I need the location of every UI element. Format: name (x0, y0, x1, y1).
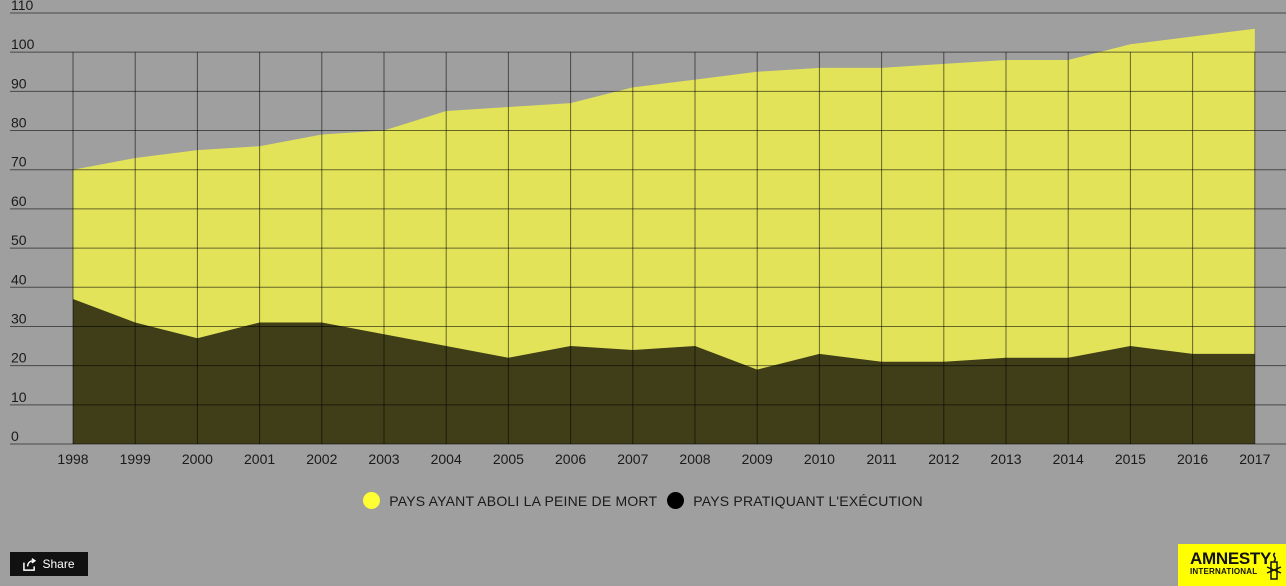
share-button[interactable]: Share (10, 552, 88, 576)
x-tick-label-2017: 2017 (1239, 451, 1270, 467)
chart-legend: PAYS AYANT ABOLI LA PEINE DE MORT PAYS P… (0, 492, 1286, 509)
legend-swatch-abolished (363, 492, 381, 509)
y-tick-label-0: 0 (11, 428, 19, 444)
y-tick-label-30: 30 (11, 310, 27, 326)
legend-label-abolished: PAYS AYANT ABOLI LA PEINE DE MORT (389, 492, 658, 509)
x-axis-ticks: 1998 1999 2000 2001 2002 2003 2004 2005 2006 2007… (57, 451, 1270, 467)
x-tick-label-2008: 2008 (679, 451, 710, 467)
y-tick-label-80: 80 (11, 115, 27, 131)
legend-item-executing[interactable]: PAYS PRATIQUANT L'EXÉCUTION (667, 492, 923, 509)
x-tick-label-2000: 2000 (182, 451, 213, 467)
y-tick-label-90: 90 (11, 75, 27, 91)
x-tick-label-2011: 2011 (867, 451, 897, 467)
x-tick-label-2016: 2016 (1177, 451, 1208, 467)
chart-grid (10, 12, 1286, 445)
logo-text-main: AMNESTY (1190, 549, 1272, 568)
logo-text-sub: INTERNATIONAL (1190, 567, 1258, 576)
amnesty-logo: AMNESTY INTERNATIONAL (1178, 544, 1286, 586)
x-tick-label-2004: 2004 (431, 451, 462, 467)
x-tick-label-1999: 1999 (120, 451, 151, 467)
share-label: Share (42, 557, 75, 571)
x-tick-label-2002: 2002 (306, 451, 337, 467)
x-tick-label-2007: 2007 (617, 451, 648, 467)
x-tick-label-2013: 2013 (990, 451, 1021, 467)
x-tick-label-2006: 2006 (555, 451, 586, 467)
x-tick-label-2015: 2015 (1115, 451, 1146, 467)
y-tick-label-10: 10 (11, 389, 27, 405)
x-tick-label-2005: 2005 (493, 451, 524, 467)
y-axis-ticks: 0 10 20 30 40 50 60 70 80 90 100 110 (11, 0, 35, 444)
x-tick-label-1998: 1998 (57, 451, 88, 467)
x-tick-label-2009: 2009 (742, 451, 773, 467)
x-tick-label-2012: 2012 (928, 451, 959, 467)
legend-item-abolished[interactable]: PAYS AYANT ABOLI LA PEINE DE MORT (363, 492, 657, 509)
x-tick-label-2010: 2010 (804, 451, 835, 467)
x-tick-label-2001: 2001 (244, 451, 275, 467)
x-tick-label-2014: 2014 (1053, 451, 1084, 467)
y-tick-label-110: 110 (11, 0, 34, 13)
y-tick-label-70: 70 (11, 154, 27, 170)
candle-icon (1266, 552, 1282, 580)
y-tick-label-40: 40 (11, 271, 27, 287)
y-tick-label-50: 50 (11, 232, 27, 248)
y-tick-label-60: 60 (11, 193, 27, 209)
area-series-1[interactable] (73, 299, 1255, 444)
area-chart: 0 10 20 30 40 50 60 70 80 90 100 110 1998 1999 2000 20… (10, 0, 1286, 467)
legend-swatch-executing (667, 492, 685, 509)
y-tick-label-20: 20 (11, 350, 27, 366)
x-tick-label-2003: 2003 (368, 451, 399, 467)
legend-label-executing: PAYS PRATIQUANT L'EXÉCUTION (693, 492, 923, 509)
share-icon (23, 557, 37, 571)
y-tick-label-100: 100 (11, 36, 35, 52)
chart-areas (73, 28, 1255, 444)
